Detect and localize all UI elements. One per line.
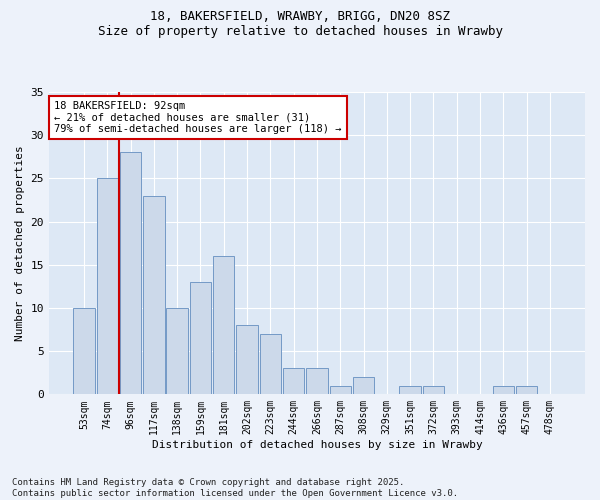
Bar [283,368,304,394]
X-axis label: Distribution of detached houses by size in Wrawby: Distribution of detached houses by size … [152,440,482,450]
Y-axis label: Number of detached properties: Number of detached properties [15,146,25,341]
Bar [166,308,188,394]
Bar [423,386,444,394]
Bar [306,368,328,394]
Text: 18, BAKERSFIELD, WRAWBY, BRIGG, DN20 8SZ
Size of property relative to detached h: 18, BAKERSFIELD, WRAWBY, BRIGG, DN20 8SZ… [97,10,503,38]
Bar [190,282,211,395]
Bar [143,196,164,394]
Bar [236,325,258,394]
Bar [493,386,514,394]
Bar [73,308,95,394]
Bar [213,256,235,394]
Bar [120,152,142,394]
Bar [516,386,538,394]
Bar [329,386,351,394]
Bar [353,377,374,394]
Text: 18 BAKERSFIELD: 92sqm
← 21% of detached houses are smaller (31)
79% of semi-deta: 18 BAKERSFIELD: 92sqm ← 21% of detached … [54,101,342,134]
Text: Contains HM Land Registry data © Crown copyright and database right 2025.
Contai: Contains HM Land Registry data © Crown c… [12,478,458,498]
Bar [97,178,118,394]
Bar [260,334,281,394]
Bar [400,386,421,394]
